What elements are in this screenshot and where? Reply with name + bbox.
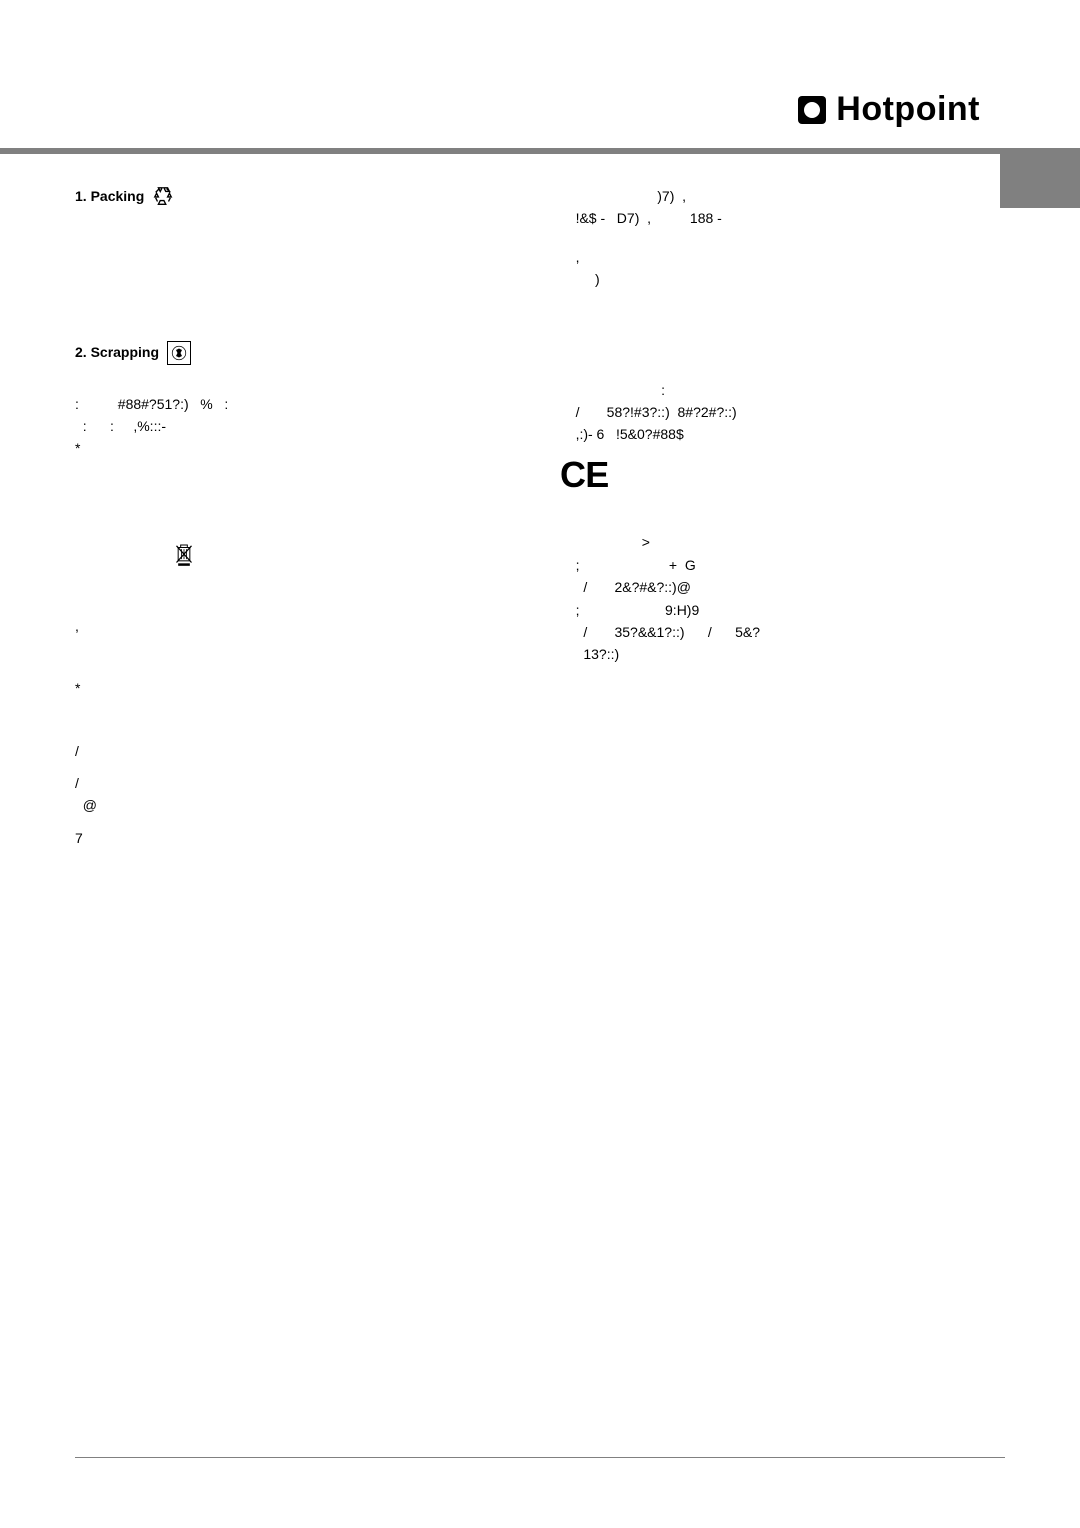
r3-l2: ; + G xyxy=(560,554,1005,576)
scrapping-l3: * xyxy=(75,437,520,459)
section-packing: 1. Packing 7 F , - xyxy=(75,185,520,283)
scrapping-l7: / xyxy=(75,772,520,794)
left-column: 1. Packing 7 F , - 2. Scr xyxy=(75,185,520,867)
ce-mark-icon: C E xyxy=(560,446,1005,504)
scrapping-l6: / xyxy=(75,740,520,762)
r1-l5: ) xyxy=(560,268,1005,290)
packing-heading-text: 1. Packing xyxy=(75,185,144,207)
r2-l3: ,:)- 6 !5&0?#88$ xyxy=(560,423,1005,445)
scrapping-l5: * xyxy=(75,677,520,699)
recycle-inner-icon xyxy=(170,344,188,362)
bin-row xyxy=(75,520,520,597)
section-scrapping: 2. Scrapping : #88#?51?:) % : : : ,%:::-… xyxy=(75,341,520,850)
r3-l1: > xyxy=(560,531,1005,553)
right-block-1: )7) , !&$ - D7) , 188 - , ) xyxy=(560,185,1005,291)
crossed-bin-icon xyxy=(174,542,194,568)
r1-l2: !&$ - D7) , 188 - xyxy=(560,207,1005,229)
packing-body-2: F xyxy=(75,238,520,260)
r3-l3: / 2&?#&?::)@ xyxy=(560,576,1005,598)
bottom-divider xyxy=(75,1457,1005,1458)
right-block-2: : / 58?!#3?::) 8#?2#?::) ,:)- 6 !5&0?#88… xyxy=(560,379,1005,504)
weee-box-icon xyxy=(167,341,191,365)
side-tab xyxy=(1000,148,1080,208)
top-divider xyxy=(0,148,1080,154)
r1-l1: )7) , xyxy=(560,185,1005,207)
content-columns: 1. Packing 7 F , - 2. Scr xyxy=(75,185,1005,867)
document-page: Hotpoint 1. Packing 7 F , xyxy=(0,0,1080,1528)
r2-l2: / 58?!#3?::) 8#?2#?::) xyxy=(560,401,1005,423)
brand-icon xyxy=(798,96,826,124)
r3-l6: 13?::) xyxy=(560,643,1005,665)
packing-body-1: 7 xyxy=(75,215,520,237)
scrapping-l2: : : ,%:::- xyxy=(75,415,520,437)
brand-logo: Hotpoint xyxy=(798,90,980,129)
scrapping-l1: : #88#?51?:) % : xyxy=(75,393,520,415)
brand-name: Hotpoint xyxy=(836,90,980,129)
r3-l5: / 35?&&1?::) / 5&? xyxy=(560,621,1005,643)
packing-heading: 1. Packing xyxy=(75,185,174,207)
packing-body-3: , - xyxy=(75,260,520,282)
right-column: )7) , !&$ - D7) , 188 - , ) : / 58?!#3?:… xyxy=(560,185,1005,867)
scrapping-heading: 2. Scrapping xyxy=(75,341,191,365)
r3-l4: ; 9:H)9 xyxy=(560,599,1005,621)
scrapping-heading-text: 2. Scrapping xyxy=(75,341,159,363)
scrapping-l4: , xyxy=(75,615,520,637)
recycle-icon xyxy=(152,185,174,207)
scrapping-l9: 7 xyxy=(75,827,520,849)
r2-l1: : xyxy=(560,379,1005,401)
scrapping-l8: @ xyxy=(75,794,520,816)
r1-l4: , xyxy=(560,246,1005,268)
right-block-3: > ; + G / 2&?#&?::)@ ; 9:H)9 / 35?&&1?::… xyxy=(560,531,1005,665)
